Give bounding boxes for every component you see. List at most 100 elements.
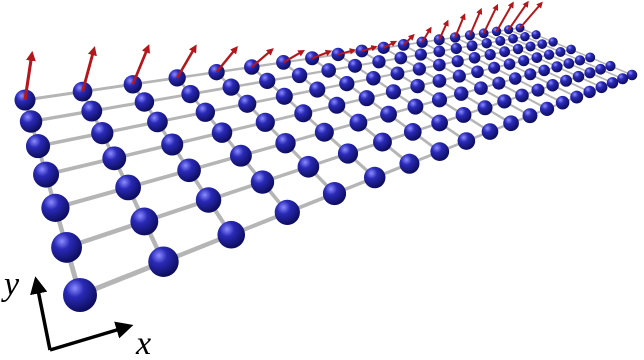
lattice-site xyxy=(537,39,547,49)
lattice-site xyxy=(495,36,505,46)
lattice-site xyxy=(556,96,570,110)
lattice-site xyxy=(531,84,544,97)
lattice-site xyxy=(416,37,427,48)
lattice-site xyxy=(276,88,293,105)
lattice-site xyxy=(33,162,59,188)
lattice-site xyxy=(488,62,500,74)
lattice-site xyxy=(523,108,538,123)
lattice-site xyxy=(467,40,478,51)
lattice-site xyxy=(566,45,576,55)
lattice-site xyxy=(607,77,618,88)
lattice-site xyxy=(20,110,42,132)
lattice-site xyxy=(454,87,468,101)
lattice-site xyxy=(349,114,367,132)
lattice-site xyxy=(135,92,154,111)
lattice-site xyxy=(328,97,345,114)
lattice-site xyxy=(482,123,499,140)
lattice-site xyxy=(359,90,375,106)
lattice-site xyxy=(525,41,535,51)
lattice-site xyxy=(275,133,295,153)
lattice-site xyxy=(256,113,275,132)
lattice-site xyxy=(560,75,572,87)
lattice-site xyxy=(503,115,519,131)
lattice-site xyxy=(366,71,381,86)
lattice-site xyxy=(617,73,628,84)
lattice-site xyxy=(481,38,491,48)
lattice-site xyxy=(372,55,385,68)
lattice-site xyxy=(458,132,476,150)
lattice-site xyxy=(433,59,446,72)
lattice-site xyxy=(548,37,557,46)
lattice-site xyxy=(605,61,615,71)
lattice-site xyxy=(410,79,424,93)
lattice-site xyxy=(485,49,496,60)
lattice-site xyxy=(309,82,325,98)
lattice-site xyxy=(130,208,158,236)
lattice-site xyxy=(230,145,252,167)
lattice-site xyxy=(251,170,274,193)
lattice-site xyxy=(323,182,346,205)
lattice-site xyxy=(399,154,419,174)
lattice-site xyxy=(259,73,275,89)
lattice-site xyxy=(532,30,541,39)
lattice-site xyxy=(433,74,447,88)
lattice-site xyxy=(373,133,392,152)
lattice-site xyxy=(212,122,233,143)
lattice-site xyxy=(91,122,113,144)
lattice-site xyxy=(492,77,505,90)
lattice-site xyxy=(415,48,427,60)
lattice-site xyxy=(338,143,358,163)
lattice-site xyxy=(63,278,97,312)
x-axis-arrow xyxy=(50,329,120,350)
lattice-site xyxy=(524,68,536,80)
x-axis-label: x xyxy=(135,325,151,360)
lattice-site xyxy=(433,46,445,58)
lattice-site xyxy=(555,47,565,57)
lattice-site xyxy=(378,42,390,54)
lattice-site xyxy=(102,146,126,170)
lattice-site xyxy=(451,43,462,54)
lattice-site xyxy=(492,27,501,36)
lattice-site xyxy=(515,89,529,103)
lattice-site xyxy=(432,92,447,107)
y-axis-label: y xyxy=(1,266,20,303)
lattice-site xyxy=(471,65,484,78)
lattice-site xyxy=(364,167,386,189)
y-axis-arrow xyxy=(38,290,50,350)
lattice-site xyxy=(585,52,595,62)
lattice-site xyxy=(453,70,466,83)
lattice-site xyxy=(223,79,240,96)
lattice-site xyxy=(355,45,368,58)
lattice-site xyxy=(518,55,529,66)
lattice-site xyxy=(26,134,50,158)
lattice-site xyxy=(504,58,516,70)
lattice-site xyxy=(627,70,638,81)
lattice-site xyxy=(348,59,362,73)
lattice-site xyxy=(339,76,354,91)
lattice-site xyxy=(583,86,595,98)
lattice-site xyxy=(196,187,221,212)
lattice-site xyxy=(161,133,183,155)
lattice-site xyxy=(148,246,178,276)
lattice-site xyxy=(469,52,481,64)
lattice-site xyxy=(499,46,510,57)
lattice-site xyxy=(394,52,407,65)
lattice-site xyxy=(544,50,554,60)
lattice-site xyxy=(575,55,585,65)
lattice-site xyxy=(386,84,401,99)
lattice-site xyxy=(584,67,595,78)
lattice-site xyxy=(292,68,307,83)
lattice-site xyxy=(509,72,522,85)
lattice-site xyxy=(532,52,543,63)
lattice-site xyxy=(546,79,558,91)
lattice-site xyxy=(294,104,312,122)
lattice-site xyxy=(217,221,245,249)
lattice-site xyxy=(540,102,554,116)
lattice-site xyxy=(321,63,336,78)
lattice-site xyxy=(238,95,256,113)
lattice-site xyxy=(124,75,142,93)
lattice-site xyxy=(177,158,201,182)
lattice-site xyxy=(196,103,215,122)
lattice-site xyxy=(551,61,562,72)
lattice-site xyxy=(595,64,606,75)
